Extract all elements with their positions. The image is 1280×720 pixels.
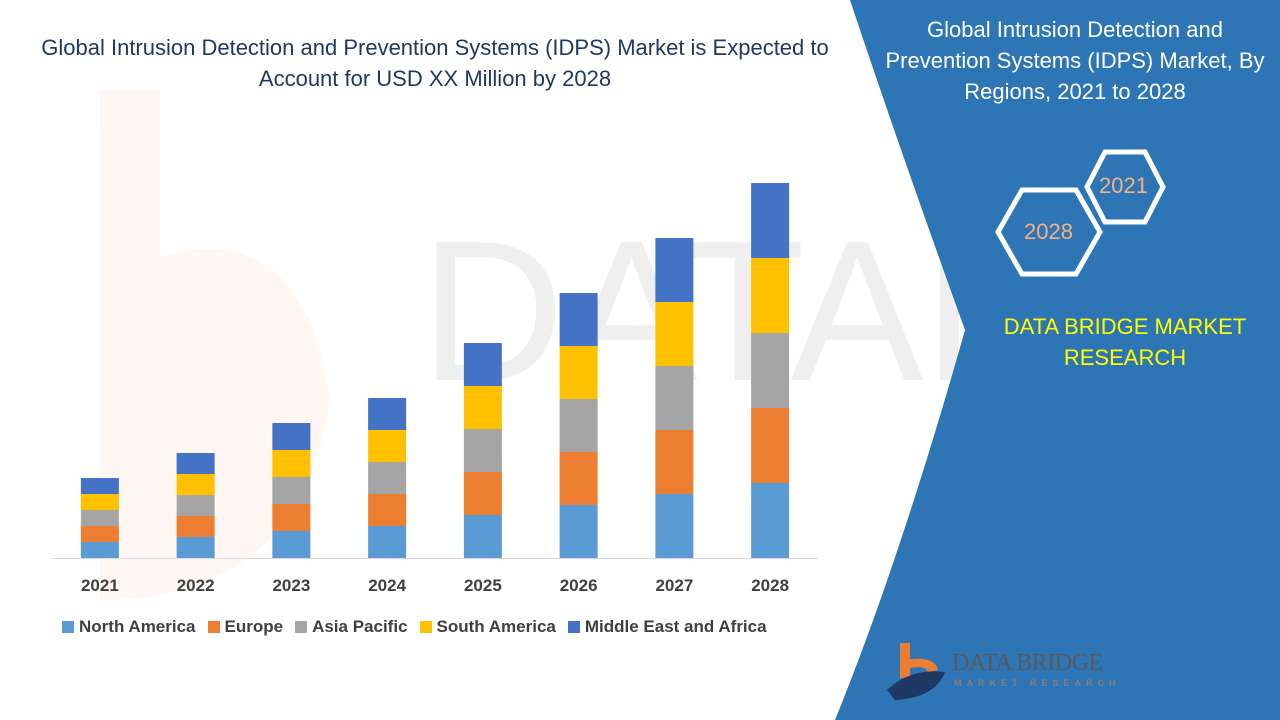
legend-swatch: [207, 621, 220, 633]
bar-2023-0: [272, 531, 311, 558]
hex-2021: [1084, 149, 1166, 225]
bar-2027-1: [655, 430, 694, 494]
legend-label: Asia Pacific: [312, 617, 408, 636]
bar-2024-1: [368, 494, 407, 526]
legend-item: Asia Pacific: [295, 617, 408, 637]
bar-2024-0: [368, 526, 407, 558]
bar-2028-0: [751, 483, 790, 558]
bar-2023-2: [272, 477, 311, 504]
brand-name: DATA BRIDGE MARKET RESEARCH: [1003, 314, 1247, 370]
panel-title: Global Intrusion Detection and Preventio…: [885, 17, 1265, 104]
hex-2021-label: 2021: [1099, 173, 1148, 198]
bar-2026-2: [559, 399, 598, 452]
bar-2025-1: [463, 472, 502, 515]
legend-label: Europe: [224, 617, 284, 636]
legend-label: Middle East and Africa: [584, 617, 767, 636]
x-tick-label: 2028: [751, 576, 790, 595]
legend-item: Middle East and Africa: [567, 617, 767, 637]
bar-2027-3: [655, 302, 694, 366]
hex-2028: [995, 187, 1103, 277]
x-tick-label: 2022: [176, 576, 215, 595]
bar-2021-0: [80, 542, 119, 558]
bar-2026-4: [559, 293, 598, 346]
bar-2027-0: [655, 494, 694, 558]
bar-2021-4: [80, 478, 119, 494]
legend-item: South America: [419, 617, 556, 637]
x-tick-label: 2021: [80, 576, 119, 595]
logo-text: DATA BRIDGE: [952, 650, 1103, 676]
bar-2022-4: [176, 453, 215, 474]
logo-icon: [887, 643, 945, 700]
bar-2024-3: [368, 430, 407, 462]
x-tick-label: 2026: [559, 576, 598, 595]
x-tick-label: 2024: [368, 576, 407, 595]
bar-2025-4: [463, 343, 502, 386]
bar-2023-3: [272, 450, 311, 477]
bar-2026-1: [559, 452, 598, 505]
bar-2024-2: [368, 462, 407, 494]
legend-swatch: [295, 621, 308, 633]
legend-label: South America: [436, 617, 556, 636]
hex-2028-label: 2028: [1024, 219, 1073, 244]
bar-2021-1: [80, 526, 119, 542]
legend-label: North America: [79, 617, 196, 636]
bar-2026-0: [559, 505, 598, 558]
legend-swatch: [419, 621, 432, 633]
bar-2024-4: [368, 398, 407, 430]
bar-2028-4: [751, 183, 790, 258]
legend-swatch: [62, 621, 74, 633]
bar-2025-3: [463, 386, 502, 429]
bar-2022-3: [176, 474, 215, 495]
bar-2028-3: [751, 258, 790, 333]
logo-subtext: MARKET RESEARCH: [954, 678, 1121, 688]
legend-swatch: [567, 621, 580, 633]
x-tick-label: 2023: [272, 576, 311, 595]
bar-2025-2: [463, 429, 502, 472]
bar-2021-2: [80, 510, 119, 526]
side-panel: [835, 0, 1280, 720]
bar-2022-1: [176, 516, 215, 537]
bar-2023-4: [272, 423, 311, 450]
bar-2027-4: [655, 238, 694, 302]
bar-2022-2: [176, 495, 215, 516]
bar-2022-0: [176, 537, 215, 558]
chart-title: Global Intrusion Detection and Preventio…: [41, 35, 829, 91]
bar-2027-2: [655, 366, 694, 430]
bar-2026-3: [559, 346, 598, 399]
bar-2021-3: [80, 494, 119, 510]
legend-item: Europe: [207, 617, 284, 637]
x-tick-label: 2025: [463, 576, 502, 595]
bar-2028-2: [751, 333, 790, 408]
bar-2025-0: [463, 515, 502, 558]
legend: North America Europe Asia Pacific South Ame…: [62, 617, 767, 637]
x-tick-label: 2027: [655, 576, 694, 595]
legend-item: North America: [62, 617, 196, 637]
bar-2023-1: [272, 504, 311, 531]
bar-2028-1: [751, 408, 790, 483]
